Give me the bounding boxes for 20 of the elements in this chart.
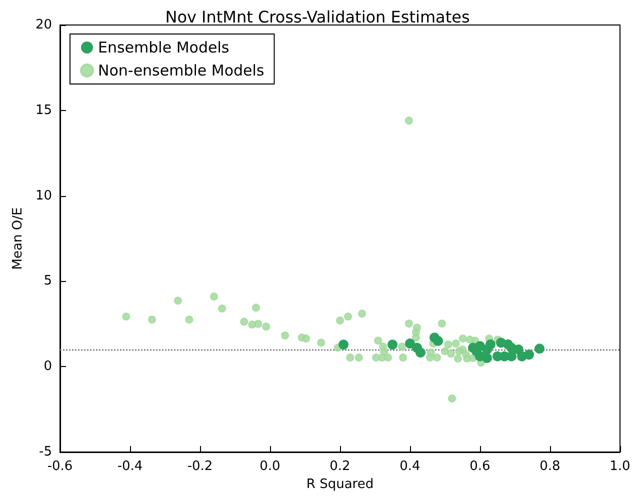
x-tick-label: 0.4 bbox=[400, 459, 420, 474]
legend-label: Non-ensemble Models bbox=[98, 62, 264, 80]
x-axis-title: R Squared bbox=[306, 477, 374, 492]
x-tick-label: 1.0 bbox=[610, 459, 630, 474]
x-tick-label: 0.8 bbox=[540, 459, 560, 474]
x-tick-label: -0.2 bbox=[187, 459, 213, 474]
chart-title: Nov IntMnt Cross-Validation Estimates bbox=[165, 8, 470, 26]
y-tick-label: -5 bbox=[39, 444, 52, 460]
y-tick-label: 20 bbox=[35, 18, 52, 32]
x-tick-label: 0.6 bbox=[470, 459, 490, 474]
y-axis-title: Mean O/E bbox=[10, 207, 26, 270]
x-tick-label: -0.6 bbox=[47, 459, 73, 474]
y-tick-label: 0 bbox=[44, 359, 52, 374]
y-tick-label: 5 bbox=[44, 274, 52, 289]
y-tick-label: 10 bbox=[35, 188, 52, 204]
y-tick-label: 15 bbox=[35, 102, 52, 118]
x-tick-label: 0.0 bbox=[260, 459, 280, 474]
x-tick-label: 0.2 bbox=[330, 459, 350, 474]
x-tick-label: -0.4 bbox=[117, 459, 143, 474]
legend-label: Ensemble Models bbox=[98, 38, 230, 56]
